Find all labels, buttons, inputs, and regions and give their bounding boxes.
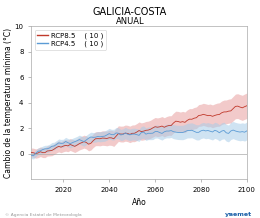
Text: © Agencia Estatal de Meteorología: © Agencia Estatal de Meteorología — [5, 213, 82, 217]
Text: ANUAL: ANUAL — [116, 17, 144, 26]
Legend: RCP8.5    ( 10 ), RCP4.5    ( 10 ): RCP8.5 ( 10 ), RCP4.5 ( 10 ) — [35, 30, 107, 50]
Y-axis label: Cambio de la temperatura mínima (°C): Cambio de la temperatura mínima (°C) — [4, 28, 13, 178]
Text: ƴaemet: ƴaemet — [225, 212, 252, 217]
Text: GALICIA-COSTA: GALICIA-COSTA — [93, 7, 167, 17]
X-axis label: Año: Año — [132, 198, 146, 207]
